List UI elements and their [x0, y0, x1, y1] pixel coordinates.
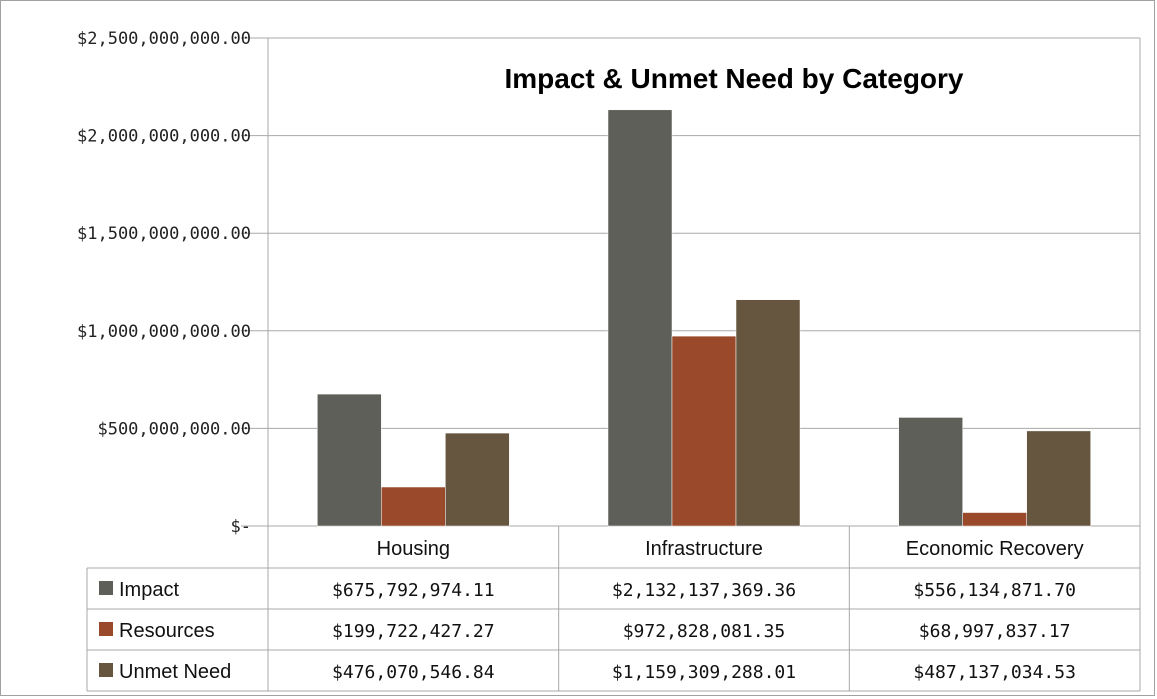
legend-swatch [99, 622, 113, 636]
y-tick-label: $1,000,000,000.00 [77, 322, 251, 342]
legend-swatch [99, 581, 113, 595]
legend-label: Resources [119, 620, 215, 642]
chart-title: Impact & Unmet Need by Category [505, 63, 964, 94]
data-label: $68,997,837.17 [919, 621, 1071, 642]
bar-unmet-need [735, 299, 801, 527]
category-label: Economic Recovery [906, 538, 1084, 560]
data-label: $1,159,309,288.01 [612, 662, 796, 683]
bar-resources [962, 512, 1027, 527]
y-tick-label: $- [231, 517, 251, 537]
bar-impact [898, 417, 963, 527]
data-label: $675,792,974.11 [332, 580, 495, 601]
legend-label: Impact [119, 579, 179, 601]
bar-resources [671, 335, 737, 527]
y-tick-label: $1,500,000,000.00 [77, 224, 251, 244]
y-tick-label: $2,000,000,000.00 [77, 127, 251, 147]
y-tick-label: $2,500,000,000.00 [77, 29, 251, 49]
y-tick-label: $500,000,000.00 [97, 419, 251, 439]
bar-unmet-need [1026, 430, 1091, 527]
legend-label: Unmet Need [119, 661, 231, 683]
bar-resources [381, 486, 446, 527]
data-label: $487,137,034.53 [913, 662, 1076, 683]
data-label: $972,828,081.35 [623, 621, 786, 642]
bar-impact [607, 109, 673, 527]
data-label: $2,132,137,369.36 [612, 580, 796, 601]
category-label: Infrastructure [645, 538, 763, 560]
bar-unmet-need [445, 432, 510, 527]
category-label: Housing [377, 538, 450, 560]
bar-impact [317, 393, 382, 527]
data-label: $476,070,546.84 [332, 662, 495, 683]
data-label: $556,134,871.70 [913, 580, 1076, 601]
legend-swatch [99, 663, 113, 677]
data-label: $199,722,427.27 [332, 621, 495, 642]
